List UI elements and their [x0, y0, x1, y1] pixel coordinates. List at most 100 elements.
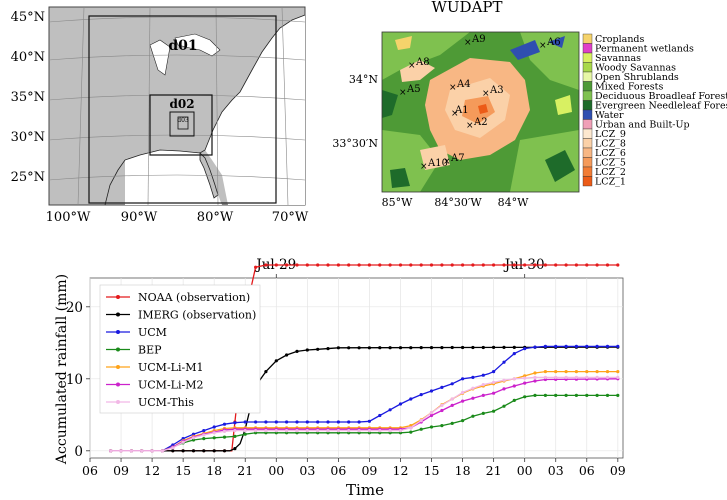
wudapt-lon-84-30: 84°30′W [434, 196, 482, 209]
series-0-point [336, 263, 340, 267]
series-1-point [336, 346, 340, 350]
series-2-point [336, 420, 340, 424]
series-3-point [367, 431, 371, 435]
lat-label-45: 45°N [11, 10, 45, 25]
series-6-point [171, 446, 175, 450]
series-6-point [595, 375, 599, 379]
y-tick-label-0: 0 [74, 444, 83, 460]
series-1-point [347, 346, 351, 350]
station-a3: A3× [482, 85, 504, 99]
x-tick-label-16: 06 [579, 463, 595, 478]
svg-text:A9: A9 [471, 34, 486, 45]
series-0-point [471, 263, 475, 267]
station-a1: A1× [451, 105, 469, 119]
series-6-point [440, 403, 444, 407]
series-0-point [461, 263, 465, 267]
series-3-point [543, 393, 548, 397]
legend-swatch-12 [582, 147, 593, 158]
wudapt-lat-33-30: 33°30′N [332, 137, 378, 150]
legend-label-13: LCZ_5 [595, 158, 626, 169]
legend-label-1: Permanent wetlands [595, 44, 694, 55]
series-6-point [481, 383, 485, 387]
series-0-point [440, 263, 444, 267]
x-tick-label-0: 06 [82, 463, 98, 478]
texas-coast [104, 159, 126, 206]
gulf-of-mexico [125, 150, 222, 205]
series-2-point [326, 420, 330, 424]
series-0-point [409, 263, 413, 267]
series-0-point [295, 263, 299, 267]
series-0-point [605, 263, 610, 267]
series-6-point [222, 429, 227, 433]
series-4-point [616, 370, 620, 374]
series-0-point [305, 263, 309, 267]
series-6-point [233, 429, 237, 433]
series-4-point [585, 370, 589, 374]
series-6-point [398, 429, 403, 433]
series-2-point [347, 420, 351, 424]
chart-legend-label-1: IMERG (observation) [138, 309, 256, 322]
domain-d01-label: d01 [168, 38, 197, 54]
series-1-point [285, 353, 289, 357]
svg-text:×: × [464, 38, 472, 48]
x-tick-label-3: 15 [175, 463, 191, 478]
chart-legend-marker-1 [116, 312, 120, 317]
legend-label-3: Woody Savannas [595, 63, 676, 74]
series-3-point [202, 437, 206, 441]
series-3-point [409, 430, 413, 434]
series-group [109, 263, 620, 453]
series-4-point [564, 370, 568, 374]
svg-text:×: × [539, 41, 547, 51]
series-6-point [378, 429, 382, 433]
series-3-point [357, 431, 361, 435]
series-2-point [554, 344, 558, 348]
series-2-point [191, 432, 196, 436]
lon-label-70: 70°W [272, 210, 309, 225]
series-1-point [274, 359, 278, 363]
series-0-point [574, 263, 579, 267]
legend-label-14: LCZ_2 [595, 167, 626, 178]
domain-map: d01 d02 d03 45°N 40°N 35°N 30°N 25°N 100… [11, 6, 309, 225]
x-tick-label-6: 00 [268, 463, 284, 478]
series-6-point [129, 449, 133, 453]
rainfall-chart: 06 09 12 15 18 21 00 03 06 09 12 15 18 21 00 03 06 09 Jul… [54, 257, 626, 499]
station-a9: A9× [464, 34, 486, 48]
series-1-point [295, 349, 299, 353]
series-0-point [357, 263, 361, 267]
x-ticks: 06 09 12 15 18 21 00 03 06 09 12 15 18 21 00 03 06 09 [82, 458, 626, 478]
series-6-point [212, 431, 216, 435]
series-1-point [398, 346, 403, 350]
series-2-point [471, 375, 475, 379]
series-3-point [378, 431, 382, 435]
series-6-point [140, 449, 144, 453]
legend-label-7: Evergreen Needleleaf Forest [595, 101, 727, 112]
chart-legend-label-2: UCM [138, 326, 167, 339]
series-6-point [461, 390, 465, 395]
svg-text:A1: A1 [454, 105, 469, 116]
series-4-point [605, 370, 610, 374]
series-6-point [616, 375, 620, 379]
series-6 [109, 375, 620, 453]
series-3-point [285, 431, 289, 435]
series-2-point [243, 420, 247, 424]
svg-text:×: × [408, 61, 416, 71]
series-6-point [585, 375, 589, 379]
series-2-point [274, 420, 278, 424]
series-3-point [471, 414, 475, 418]
legend-label-10: LCZ_9 [595, 129, 626, 140]
series-0-point [616, 263, 620, 267]
series-1-point [367, 346, 371, 350]
legend-swatch-4 [582, 71, 593, 82]
series-1-point [461, 345, 465, 350]
series-5-point [502, 387, 506, 391]
legend-swatch-3 [582, 62, 593, 73]
series-3-point [450, 421, 454, 425]
svg-text:A10: A10 [427, 158, 448, 169]
chart-legend-marker-4 [116, 365, 120, 369]
series-6-point [533, 375, 537, 379]
series-6-point [388, 429, 392, 433]
x-tick-label-7: 03 [299, 463, 315, 478]
series-3-point [616, 393, 620, 397]
series-1-point [512, 345, 516, 349]
series-6-point [523, 376, 527, 380]
